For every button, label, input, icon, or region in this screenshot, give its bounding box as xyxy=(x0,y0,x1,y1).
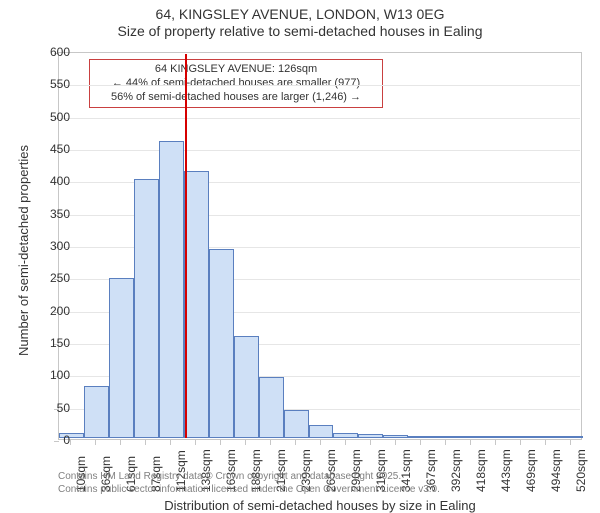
x-tick-mark xyxy=(545,440,546,445)
histogram-bar xyxy=(433,436,458,438)
x-tick-mark xyxy=(445,440,446,445)
marker-line xyxy=(185,54,187,438)
y-tick-label: 600 xyxy=(30,45,70,59)
x-tick-mark xyxy=(170,440,171,445)
x-tick-mark xyxy=(495,440,496,445)
credits-line1: Contains HM Land Registry data © Crown c… xyxy=(58,471,440,484)
histogram-bar xyxy=(508,436,533,438)
histogram-bar xyxy=(458,436,483,438)
y-tick-label: 250 xyxy=(30,271,70,285)
title-line2: Size of property relative to semi-detach… xyxy=(0,23,600,40)
y-tick-label: 100 xyxy=(30,368,70,382)
histogram-bar xyxy=(209,249,234,438)
x-tick-mark xyxy=(345,440,346,445)
y-tick-label: 300 xyxy=(30,239,70,253)
histogram-bar xyxy=(109,278,134,438)
x-tick-mark xyxy=(145,440,146,445)
y-tick-label: 200 xyxy=(30,304,70,318)
annotation-line2: ← 44% of semi-detached houses are smalle… xyxy=(96,77,376,91)
gridline xyxy=(60,118,580,119)
x-tick-mark xyxy=(395,440,396,445)
x-tick-mark xyxy=(570,440,571,445)
histogram-bar xyxy=(383,435,408,438)
histogram-bar xyxy=(284,410,309,438)
y-tick-label: 450 xyxy=(30,142,70,156)
histogram-bar xyxy=(134,179,159,438)
histogram-bar xyxy=(159,141,184,438)
y-tick-label: 400 xyxy=(30,174,70,188)
x-tick-mark xyxy=(520,440,521,445)
y-tick-label: 550 xyxy=(30,77,70,91)
x-tick-mark xyxy=(370,440,371,445)
y-tick-label: 0 xyxy=(30,433,70,447)
histogram-bar xyxy=(408,436,433,438)
chart-title-block: 64, KINGSLEY AVENUE, LONDON, W13 0EG Siz… xyxy=(0,0,600,40)
histogram-bar xyxy=(533,436,558,438)
x-tick-mark xyxy=(470,440,471,445)
histogram-bar xyxy=(309,425,334,438)
x-axis-label: Distribution of semi-detached houses by … xyxy=(58,498,582,513)
histogram-bar xyxy=(483,436,508,438)
plot-area: 64 KINGSLEY AVENUE: 126sqm ← 44% of semi… xyxy=(58,52,582,440)
histogram-bar xyxy=(558,436,583,438)
annotation-line3: 56% of semi-detached houses are larger (… xyxy=(96,91,376,105)
x-tick-mark xyxy=(295,440,296,445)
histogram-bar xyxy=(259,377,284,438)
gridline xyxy=(60,150,580,151)
annotation-box: 64 KINGSLEY AVENUE: 126sqm ← 44% of semi… xyxy=(89,59,383,108)
y-axis-label: Number of semi-detached properties xyxy=(16,145,31,356)
y-tick-label: 500 xyxy=(30,110,70,124)
x-tick-mark xyxy=(270,440,271,445)
y-tick-label: 150 xyxy=(30,336,70,350)
x-tick-mark xyxy=(120,440,121,445)
y-tick-label: 350 xyxy=(30,207,70,221)
chart-container: 64 KINGSLEY AVENUE: 126sqm ← 44% of semi… xyxy=(58,52,582,440)
credits-line2: Contains public sector information licen… xyxy=(58,484,440,497)
histogram-bar xyxy=(333,433,358,438)
histogram-bar xyxy=(234,336,259,438)
credits-block: Contains HM Land Registry data © Crown c… xyxy=(58,471,440,496)
y-tick-label: 50 xyxy=(30,401,70,415)
histogram-bar xyxy=(184,171,209,438)
gridline xyxy=(60,85,580,86)
x-tick-mark xyxy=(245,440,246,445)
x-tick-mark xyxy=(220,440,221,445)
annotation-line1: 64 KINGSLEY AVENUE: 126sqm xyxy=(96,63,376,77)
x-tick-mark xyxy=(420,440,421,445)
title-line1: 64, KINGSLEY AVENUE, LONDON, W13 0EG xyxy=(0,6,600,23)
x-tick-mark xyxy=(95,440,96,445)
x-tick-mark xyxy=(195,440,196,445)
histogram-bar xyxy=(84,386,109,438)
x-tick-mark xyxy=(320,440,321,445)
histogram-bar xyxy=(358,434,383,438)
x-tick-mark xyxy=(70,440,71,445)
